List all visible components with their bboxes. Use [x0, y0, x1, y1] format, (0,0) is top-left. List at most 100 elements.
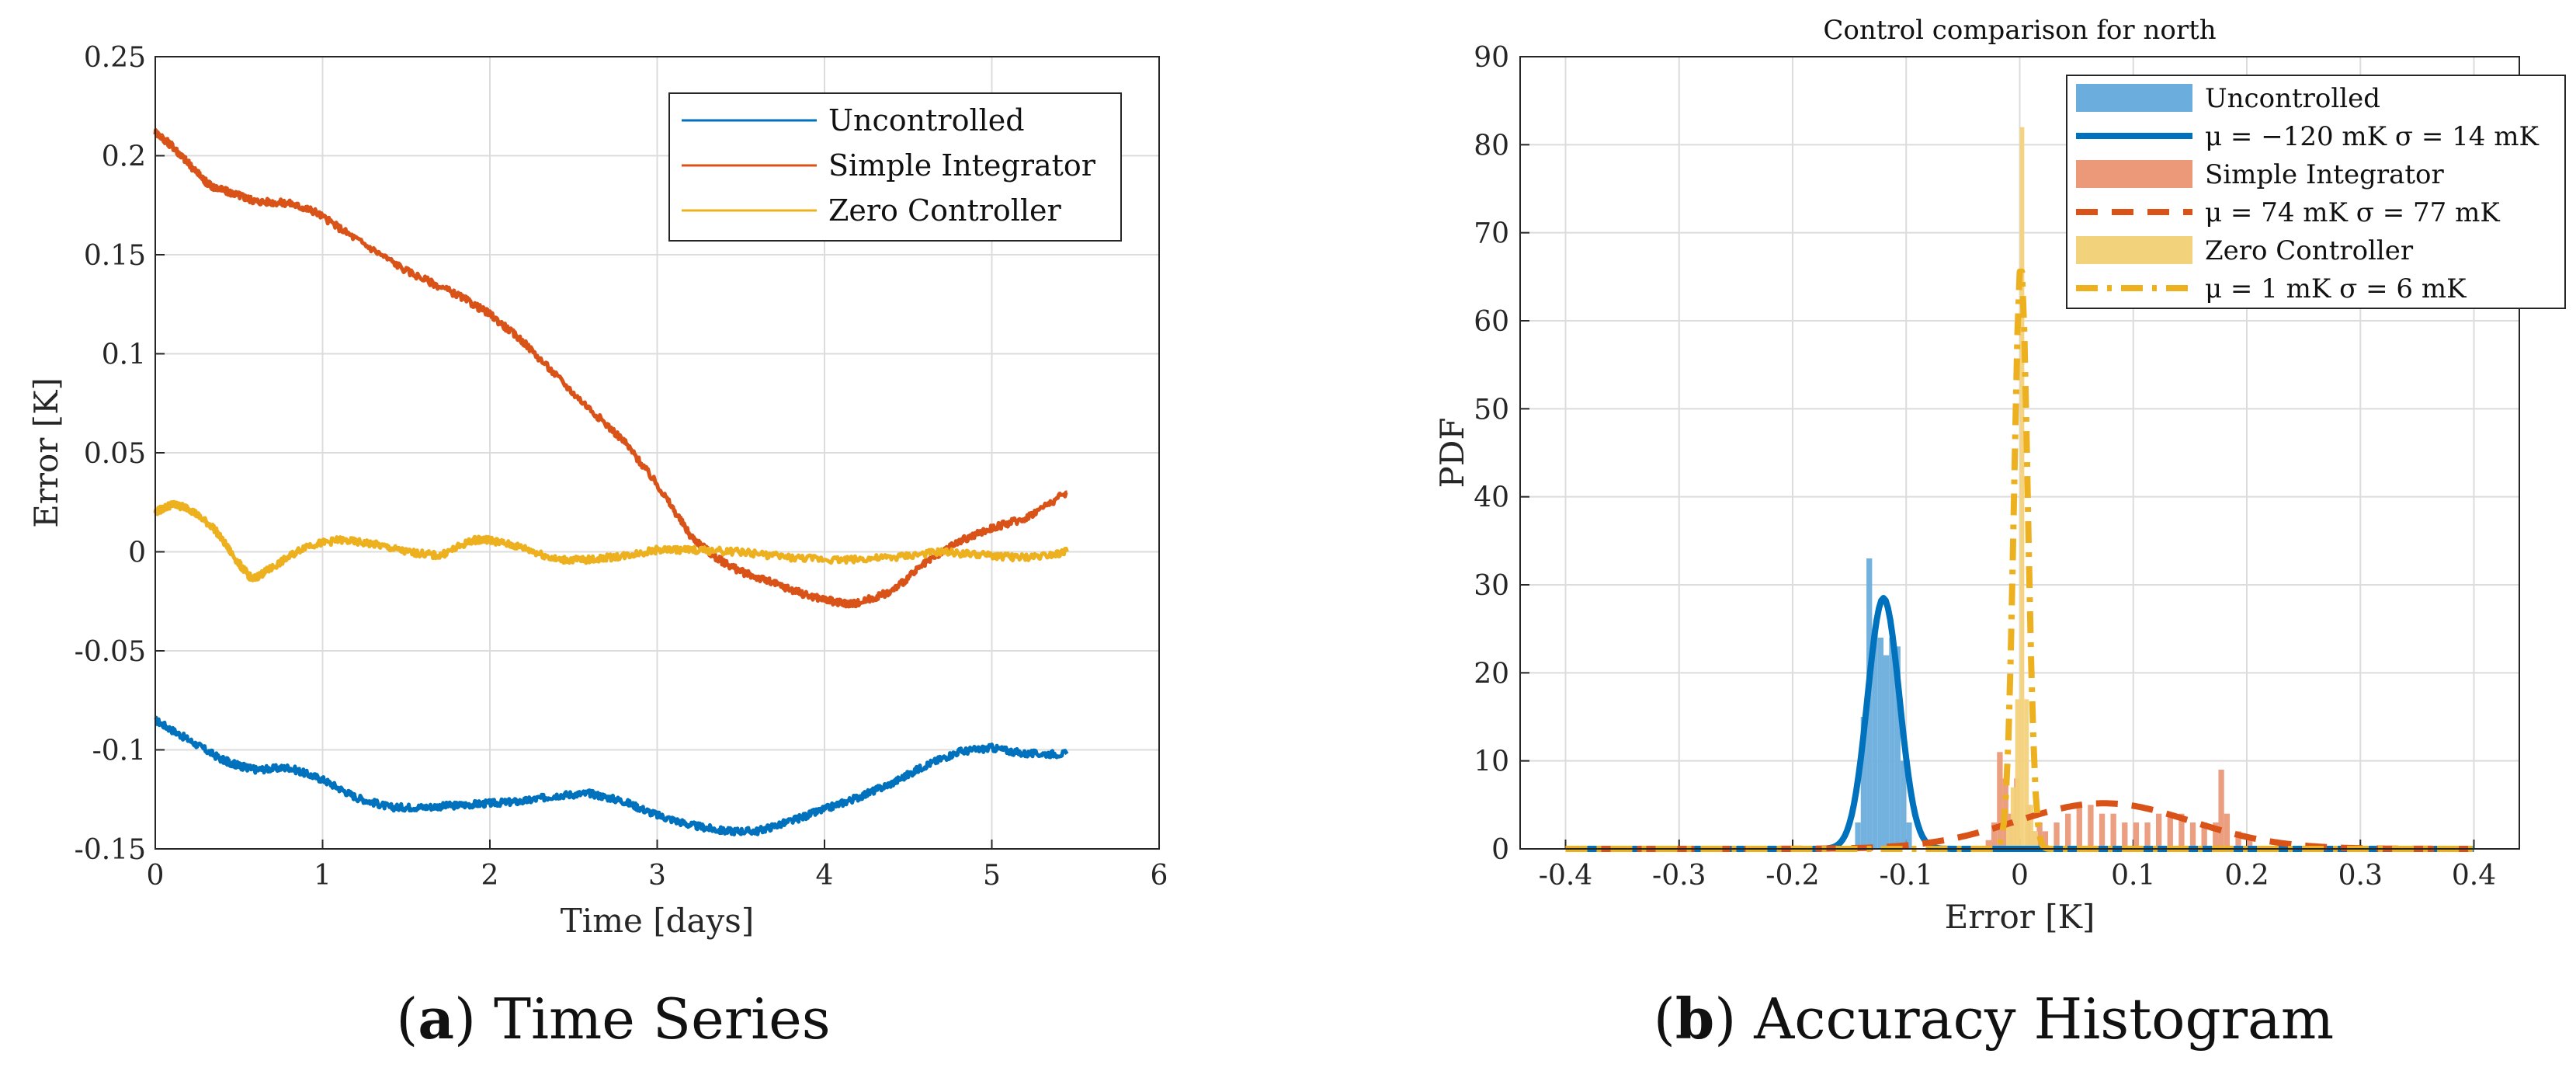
x-tick-label: 6: [1151, 860, 1168, 892]
y-tick-label: 80: [1474, 130, 1509, 162]
hist-bar-uncontrolled: [1883, 655, 1890, 849]
y-tick-label: -0.1: [92, 735, 146, 767]
legend-label: μ = 74 mK σ = 77 mK: [2205, 197, 2500, 228]
x-tick-label: 1: [314, 860, 332, 892]
hist-bar-simple-integrator: [2042, 831, 2049, 849]
axes-frame-b: [1519, 56, 2520, 850]
y-tick-label: -0.05: [75, 636, 146, 668]
hist-bar-zero-controller: [2029, 805, 2034, 849]
y-tick-label: 10: [1474, 746, 1509, 778]
x-tick-label: -0.2: [1765, 860, 1819, 892]
y-tick-label: 0: [1491, 834, 1509, 866]
x-tick-label: 0: [147, 860, 165, 892]
hist-bar-simple-integrator: [1997, 752, 2003, 849]
caption-b: (b) Accuracy Histogram: [1654, 986, 2334, 1052]
legend-label: Simple Integrator: [2205, 159, 2445, 190]
x-tick-label: 0.3: [2338, 860, 2383, 892]
x-axis-label-b: Error [K]: [1945, 898, 2095, 936]
hist-bar-simple-integrator: [2110, 813, 2116, 849]
x-tick-label: -0.4: [1539, 860, 1592, 892]
hist-bar-zero-controller: [2033, 831, 2038, 849]
y-tick-label: 0: [128, 537, 146, 569]
hist-bar-simple-integrator: [2224, 813, 2231, 849]
legend-swatch: [2076, 236, 2192, 264]
hist-bar-simple-integrator: [1985, 840, 1991, 849]
legend-label: Zero Controller: [828, 193, 1062, 228]
legend-label: Uncontrolled: [2205, 83, 2380, 114]
hist-bar-uncontrolled: [1906, 822, 1912, 849]
legend-label: Uncontrolled: [828, 103, 1025, 137]
x-tick-label: -0.1: [1880, 860, 1933, 892]
y-axis-label-a: Error [K]: [27, 377, 65, 528]
y-tick-label: 0.15: [84, 240, 146, 272]
chart-title-b: Control comparison for north: [1823, 15, 2216, 46]
y-tick-label: 70: [1474, 218, 1509, 250]
axes-frame-a: [154, 56, 1160, 850]
hist-bar-uncontrolled: [1889, 638, 1895, 849]
y-tick-label: 90: [1474, 42, 1509, 74]
hist-bar-simple-integrator: [2178, 813, 2185, 849]
hist-bar-simple-integrator: [2054, 822, 2060, 849]
y-tick-label: 60: [1474, 306, 1509, 338]
hist-bar-simple-integrator: [1991, 822, 1998, 849]
x-tick-label: 0.1: [2111, 860, 2155, 892]
hist-bar-simple-integrator: [2235, 831, 2241, 849]
hist-bar-simple-integrator: [2247, 840, 2253, 849]
hist-bar-simple-integrator: [2167, 813, 2173, 849]
y-tick-label: -0.15: [75, 834, 146, 866]
legend-a: [668, 92, 1122, 242]
legend-swatch: [2076, 160, 2192, 188]
caption-b-letter: b: [1675, 986, 1714, 1052]
hist-bar-simple-integrator: [2218, 770, 2224, 849]
y-tick-label: 0.2: [102, 141, 146, 173]
hist-bar-simple-integrator: [2122, 822, 2128, 849]
hist-bar-zero-controller: [2019, 127, 2025, 849]
hist-bar-simple-integrator: [2076, 805, 2082, 849]
caption-b-text: Accuracy Histogram: [1753, 986, 2334, 1052]
hist-bar-simple-integrator: [2065, 813, 2071, 849]
hist-bar-zero-controller: [2015, 699, 2020, 849]
hist-bar-simple-integrator: [2036, 822, 2043, 849]
caption-a-letter: a: [418, 986, 454, 1052]
hist-bar-simple-integrator: [2189, 822, 2196, 849]
hist-bar-simple-integrator: [2133, 822, 2140, 849]
y-tick-label: 50: [1474, 394, 1509, 426]
accuracy-histogram-chart: -0.4 -0.3 -0.2 -0.1 0 0.1 0.2 0.3 0.4 0 10 20 30 40 50…: [1433, 15, 2566, 936]
hist-bar-simple-integrator: [2088, 805, 2094, 849]
hist-bar-simple-integrator: [2156, 813, 2162, 849]
legend-label: Zero Controller: [2205, 235, 2414, 266]
hist-bar-uncontrolled: [1900, 760, 1907, 849]
legend-swatch: [2076, 84, 2192, 112]
x-tick-label: 2: [481, 860, 499, 892]
legend-label: μ = −120 mK σ = 14 mK: [2205, 121, 2539, 152]
hist-bar-uncontrolled: [1877, 638, 1883, 849]
legend-label: Simple Integrator: [828, 148, 1096, 183]
series-line-zero-controller: [153, 499, 1069, 582]
hist-bar-uncontrolled: [1855, 822, 1861, 849]
hist-bar-uncontrolled: [1894, 646, 1901, 849]
caption-a-text: Time Series: [494, 986, 831, 1052]
hist-bar-simple-integrator: [2099, 813, 2106, 849]
x-tick-label: 0.4: [2452, 860, 2496, 892]
hist-bar-zero-controller: [2005, 822, 2011, 849]
legend-label: μ = 1 mK σ = 6 mK: [2205, 273, 2467, 304]
series-line-simple-integrator: [153, 127, 1068, 609]
y-tick-label: 20: [1474, 658, 1509, 690]
hist-bar-simple-integrator: [2213, 822, 2219, 849]
x-tick-label: 0: [2011, 860, 2029, 892]
x-axis-label-a: Time [days]: [561, 902, 754, 940]
x-tick-label: 5: [983, 860, 1001, 892]
hist-bar-simple-integrator: [2201, 822, 2207, 849]
hist-bar-uncontrolled: [1860, 717, 1867, 849]
y-tick-label: 30: [1474, 570, 1509, 602]
hist-bar-uncontrolled: [1872, 628, 1878, 849]
y-tick-label: 0.1: [102, 339, 146, 371]
y-tick-label: 0.05: [84, 438, 146, 470]
x-tick-label: 3: [648, 860, 666, 892]
hist-bar-zero-controller: [2010, 787, 2015, 849]
time-series-chart: 0 1 2 3 4 5 6 -0.15 -0.1 -0.05 0 0.05 0.1 0.15 0.2 0.25…: [27, 42, 1168, 940]
x-tick-label: 4: [816, 860, 834, 892]
caption-a: (a) Time Series: [396, 986, 831, 1052]
series-line-uncontrolled: [154, 715, 1069, 836]
